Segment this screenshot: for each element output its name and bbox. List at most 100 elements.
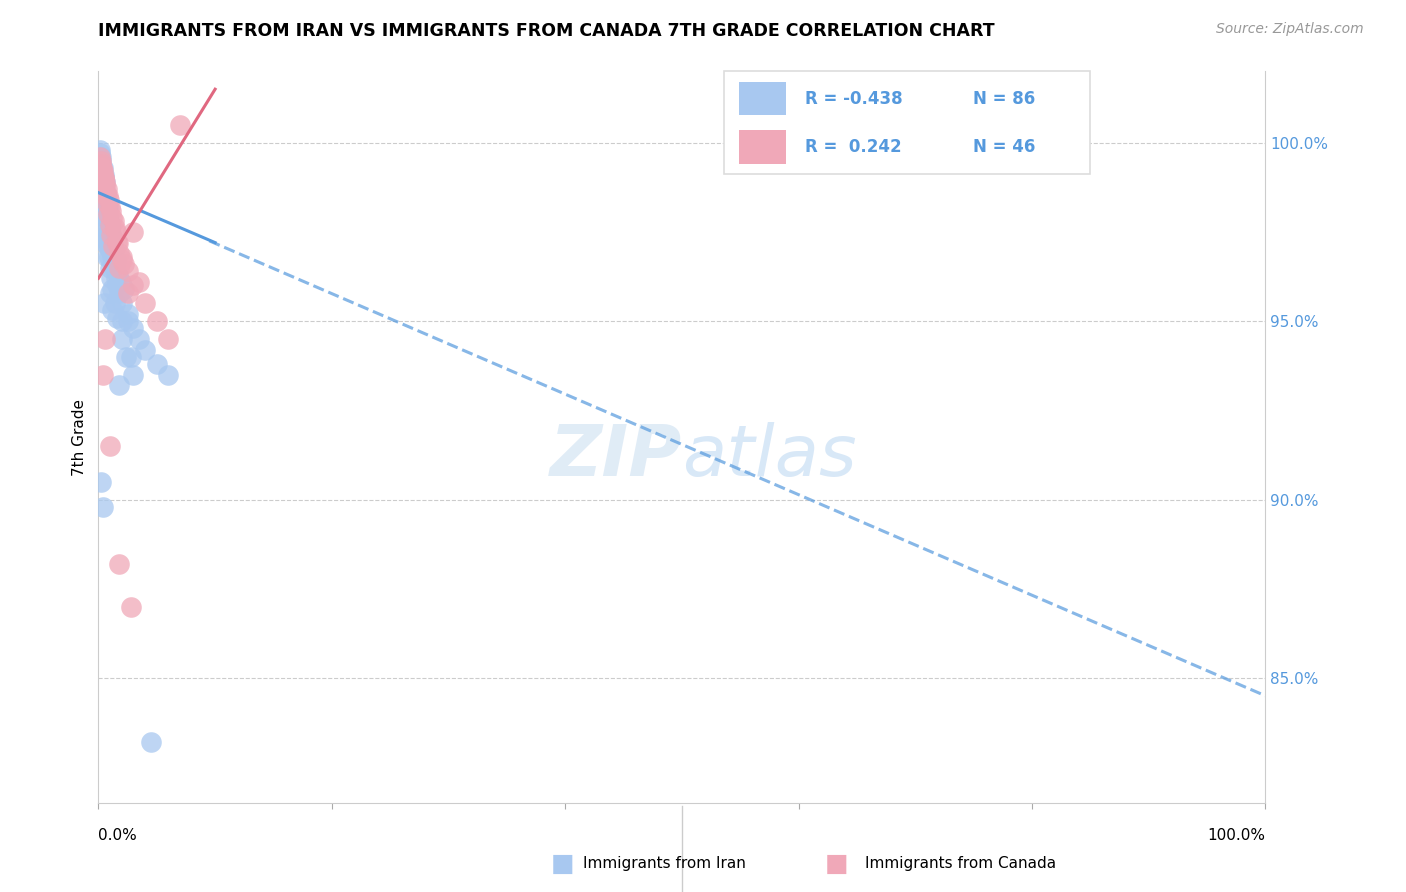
Point [122, 368, 145, 382]
Point [128, 332, 150, 346]
Point [94, 189, 117, 203]
Point [90, 150, 112, 164]
Point [96, 211, 118, 225]
Bar [738, 81, 786, 115]
Point [104, 296, 127, 310]
Text: IMMIGRANTS FROM IRAN VS IMMIGRANTS FROM CANADA 7TH GRADE CORRELATION CHART: IMMIGRANTS FROM IRAN VS IMMIGRANTS FROM … [98, 22, 995, 40]
Point [134, 343, 156, 357]
Point [97, 200, 120, 214]
Point [90, 164, 112, 178]
Point [90, 157, 112, 171]
Point [122, 225, 145, 239]
Point [91, 164, 114, 178]
Point [91, 221, 114, 235]
Point [94, 207, 117, 221]
Point [111, 314, 134, 328]
Point [96, 196, 118, 211]
Point [101, 211, 124, 225]
Point [98, 439, 121, 453]
Point [90, 161, 112, 175]
Point [89, 143, 111, 157]
Point [90, 171, 112, 186]
Point [128, 275, 150, 289]
Text: atlas: atlas [682, 422, 856, 491]
Text: Source: ZipAtlas.com: Source: ZipAtlas.com [1216, 22, 1364, 37]
Point [94, 196, 117, 211]
Point [100, 228, 122, 243]
Point [89, 146, 111, 161]
Point [91, 193, 114, 207]
Point [101, 303, 124, 318]
Point [100, 203, 122, 218]
Point [96, 200, 118, 214]
Point [100, 228, 122, 243]
Point [93, 171, 115, 186]
Point [104, 260, 127, 275]
Point [98, 285, 121, 300]
Point [94, 235, 117, 250]
Point [103, 260, 125, 275]
Point [94, 332, 117, 346]
Point [105, 310, 128, 325]
Text: N = 46: N = 46 [973, 137, 1035, 156]
Point [93, 171, 115, 186]
FancyBboxPatch shape [724, 71, 1090, 174]
Point [122, 321, 145, 335]
Point [101, 250, 124, 264]
Point [100, 271, 122, 285]
Point [104, 221, 127, 235]
Point [94, 175, 117, 189]
Point [122, 278, 145, 293]
Text: ZIP: ZIP [550, 422, 682, 491]
Point [98, 200, 121, 214]
Point [134, 296, 156, 310]
Point [94, 186, 117, 200]
Point [94, 175, 117, 189]
Text: 0.0%: 0.0% [98, 828, 138, 843]
Point [93, 171, 115, 186]
Text: 100.0%: 100.0% [1208, 828, 1265, 843]
Point [89, 150, 111, 164]
Point [97, 211, 120, 225]
Point [97, 225, 120, 239]
Point [146, 314, 169, 328]
Point [120, 599, 142, 614]
Point [90, 153, 112, 168]
Y-axis label: 7th Grade: 7th Grade [72, 399, 87, 475]
Point [94, 207, 117, 221]
Text: R =  0.242: R = 0.242 [804, 137, 901, 156]
Point [107, 235, 129, 250]
Point [97, 193, 120, 207]
Point [117, 285, 139, 300]
Point [103, 214, 125, 228]
Point [93, 232, 115, 246]
Point [90, 182, 112, 196]
Point [97, 225, 120, 239]
Point [94, 189, 117, 203]
Point [104, 271, 127, 285]
Point [89, 157, 111, 171]
Point [111, 332, 134, 346]
Point [111, 250, 134, 264]
Point [157, 368, 180, 382]
Point [94, 214, 117, 228]
Point [98, 218, 121, 232]
Text: R = -0.438: R = -0.438 [804, 89, 903, 108]
Point [108, 260, 131, 275]
Text: ■: ■ [825, 852, 848, 875]
Point [97, 239, 120, 253]
Text: N = 86: N = 86 [973, 89, 1035, 108]
Point [101, 239, 124, 253]
Point [117, 264, 139, 278]
Point [108, 557, 131, 571]
Point [98, 260, 121, 275]
Point [90, 475, 112, 489]
Point [100, 232, 122, 246]
Point [108, 285, 131, 300]
Point [93, 189, 115, 203]
Point [108, 246, 131, 260]
Point [105, 278, 128, 293]
Point [115, 350, 138, 364]
Point [97, 214, 120, 228]
Point [110, 275, 132, 289]
